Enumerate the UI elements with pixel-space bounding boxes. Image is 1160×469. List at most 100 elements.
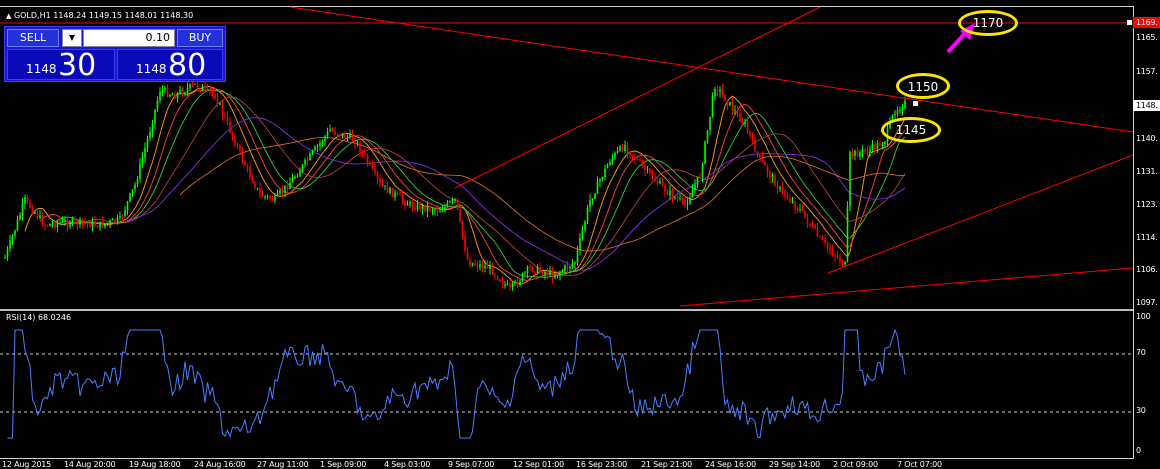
candle-body	[294, 177, 296, 179]
candle-body	[451, 199, 454, 202]
candle-body	[94, 221, 96, 226]
price-axis[interactable]	[1133, 0, 1160, 468]
candle-body	[336, 134, 339, 136]
candle-body	[164, 88, 166, 91]
candle-body	[386, 185, 389, 193]
trendline[interactable]	[289, 6, 1133, 133]
candle-body	[494, 274, 496, 276]
candle-body	[509, 284, 511, 288]
moving-average-line	[39, 88, 906, 282]
sell-price-box[interactable]: 1148 30	[7, 49, 115, 82]
trendline-handle[interactable]	[913, 101, 918, 106]
buy-button[interactable]: BUY	[177, 29, 223, 47]
candle-body	[154, 109, 156, 124]
candle-body	[274, 196, 276, 201]
candle-body	[561, 270, 564, 273]
candle-body	[146, 138, 149, 149]
candle-body	[131, 189, 134, 194]
candle-body	[99, 221, 101, 228]
candle-body	[236, 145, 239, 147]
candle-body	[89, 223, 91, 228]
candle-body	[374, 168, 376, 173]
candle-body	[574, 262, 576, 264]
trendline[interactable]	[454, 6, 821, 189]
candle-body	[449, 201, 451, 203]
candle-body	[546, 272, 549, 276]
candle-body	[44, 224, 46, 226]
candle-body	[901, 108, 904, 110]
trendline-handle[interactable]	[1127, 20, 1132, 25]
candle-body	[6, 248, 9, 258]
candle-body	[816, 228, 819, 237]
sell-price-small: 1148	[26, 62, 57, 76]
time-label: 4 Sep 03:00	[384, 460, 431, 469]
candle-body	[444, 206, 446, 211]
candle-body	[161, 90, 164, 93]
candle-body	[46, 225, 49, 227]
candle-body	[114, 218, 116, 223]
candle-body	[644, 165, 646, 171]
price-label: 1114.	[1136, 233, 1158, 242]
candle-body	[291, 177, 294, 183]
candle-body	[789, 198, 791, 203]
candle-body	[331, 129, 334, 131]
chart-separator[interactable]	[0, 309, 1133, 311]
candle-body	[596, 181, 599, 194]
time-label: 7 Oct 07:00	[897, 460, 942, 469]
buy-price-box[interactable]: 1148 80	[117, 49, 223, 82]
candle-body	[216, 98, 219, 105]
candle-body	[14, 230, 16, 236]
candle-body	[564, 265, 566, 271]
candle-body	[669, 190, 671, 195]
candle-body	[591, 198, 594, 200]
candle-body	[571, 263, 574, 267]
candle-body	[424, 205, 426, 212]
candle-body	[39, 215, 41, 218]
trendline[interactable]	[679, 267, 1133, 307]
candle-body	[701, 163, 704, 178]
candle-body	[379, 178, 381, 183]
candle-body	[296, 176, 299, 178]
candle-body	[706, 130, 709, 142]
candle-body	[681, 198, 684, 200]
candle-body	[719, 89, 721, 92]
candle-body	[31, 207, 34, 214]
candle-body	[79, 219, 81, 225]
trendlines[interactable]	[0, 6, 1133, 307]
candle-body	[21, 203, 24, 215]
price-label: 1165.	[1136, 33, 1158, 42]
candle-body	[119, 216, 121, 218]
candle-body	[716, 88, 719, 92]
candle-body	[529, 266, 531, 268]
candle-body	[859, 152, 861, 157]
candle-body	[429, 206, 431, 211]
candle-body	[559, 272, 561, 276]
callout-1170-label: 1170	[972, 16, 1004, 30]
candle-body	[256, 187, 259, 189]
rsi-indicator-area[interactable]	[0, 312, 1133, 458]
candle-body	[124, 210, 126, 217]
candle-body	[631, 154, 634, 156]
candle-body	[176, 92, 179, 99]
candle-body	[746, 122, 749, 132]
candle-body	[829, 247, 831, 251]
trendline[interactable]	[827, 154, 1133, 274]
price-label: 1123.	[1136, 200, 1158, 209]
candle-body	[544, 272, 546, 275]
candle-body	[356, 142, 359, 144]
candle-body	[726, 101, 729, 106]
lot-dropdown-icon[interactable]: ▼	[62, 29, 82, 47]
candle-body	[246, 165, 249, 168]
candle-body	[486, 265, 489, 269]
lot-size-input[interactable]: 0.10	[83, 29, 175, 47]
candlesticks	[4, 80, 906, 292]
candle-body	[471, 263, 474, 266]
candle-body	[319, 143, 321, 146]
candle-body	[809, 223, 811, 226]
candle-body	[674, 197, 676, 199]
sell-button[interactable]: SELL	[7, 29, 59, 47]
candle-body	[621, 146, 624, 152]
time-label: 12 Aug 2015	[2, 460, 52, 469]
candle-body	[609, 162, 611, 165]
collapse-triangle-icon[interactable]: ▲	[6, 12, 12, 20]
